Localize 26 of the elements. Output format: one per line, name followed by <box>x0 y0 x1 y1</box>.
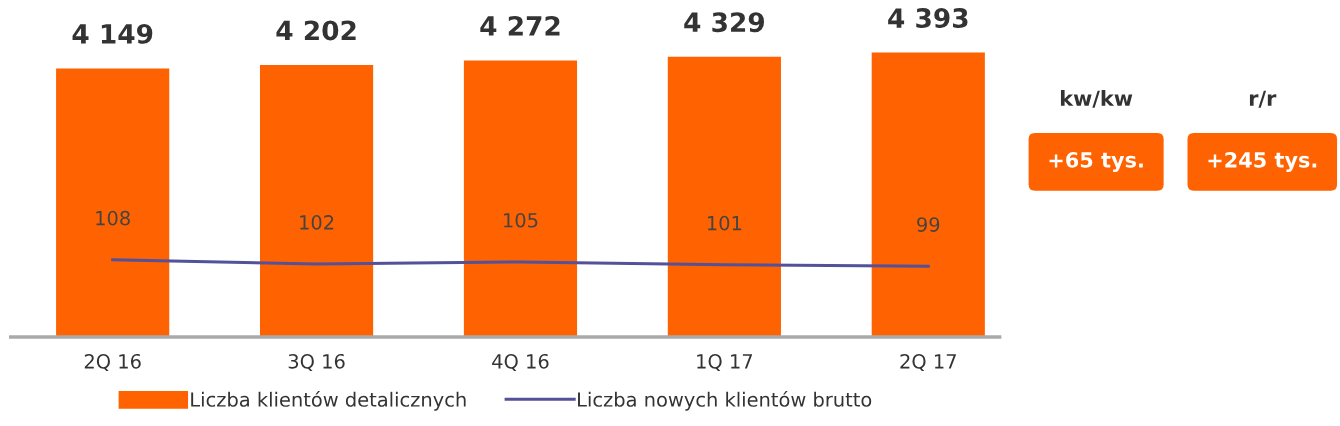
bar <box>259 64 374 337</box>
text: +245 tys. <box>1208 152 1317 172</box>
data-label: 102 <box>300 215 334 230</box>
x-tick-label: 2Q 16 <box>84 353 141 371</box>
text: kw/kw <box>1060 90 1133 108</box>
legend-label: Liczba klientów detalicznych <box>191 391 466 411</box>
x-tick-label: 3Q 16 <box>288 353 345 371</box>
data-label: 108 <box>96 210 130 226</box>
x-tick-label: 4Q 16 <box>492 353 549 371</box>
data-label: 4 393 <box>888 8 968 29</box>
text: r/r <box>1249 90 1277 108</box>
bar <box>871 52 985 337</box>
data-label: 105 <box>504 212 538 228</box>
x-tick-label: 1Q 17 <box>697 353 753 371</box>
data-label: 4 272 <box>480 15 560 36</box>
data-label: 99 <box>917 217 940 232</box>
x-tick-label: 2Q 17 <box>900 353 956 371</box>
text: +65 tys. <box>1049 152 1143 172</box>
data-label: 101 <box>707 215 742 231</box>
legend-label: Liczba nowych klientów brutto <box>578 391 872 411</box>
data-label: 4 329 <box>684 12 764 33</box>
data-label: 4 202 <box>276 20 356 41</box>
bar <box>56 68 170 337</box>
data-label: 4 149 <box>72 23 153 44</box>
bar <box>463 60 578 337</box>
bar <box>667 56 781 337</box>
